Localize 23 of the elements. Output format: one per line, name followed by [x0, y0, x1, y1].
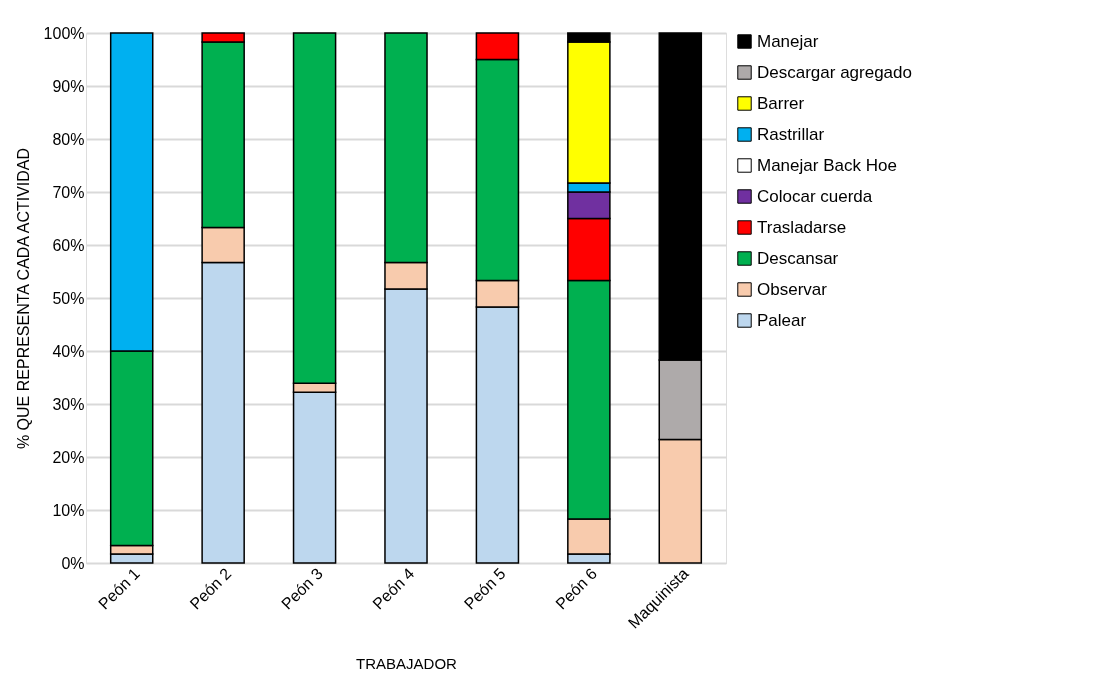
y-tick-label: 100%	[43, 24, 85, 42]
legend-label: Descansar	[757, 248, 839, 268]
y-tick-label: 30%	[52, 395, 85, 413]
y-axis-title: % QUE REPRESENTA CADA ACTIVIDAD	[14, 147, 32, 450]
y-tick-label: 90%	[52, 77, 85, 95]
legend-label: Observar	[757, 279, 828, 299]
legend-label: Manejar	[757, 31, 819, 51]
y-tick-label: 70%	[52, 183, 85, 201]
legend-label: Colocar cuerda	[757, 186, 873, 206]
y-tick-label: 40%	[52, 342, 85, 360]
legend-label: Trasladarse	[757, 217, 847, 237]
y-tick-label: 20%	[52, 448, 85, 466]
y-tick-label: 10%	[52, 501, 85, 519]
legend-label: Palear	[757, 310, 807, 330]
legend-label: Barrer	[757, 93, 805, 113]
legend-label: Rastrillar	[757, 124, 825, 144]
legend-label: Descargar agregado	[757, 62, 912, 82]
y-tick-label: 60%	[52, 236, 85, 254]
x-axis-title: TRABAJADOR	[356, 654, 458, 672]
y-tick-label: 80%	[52, 130, 85, 148]
legend-label: Manejar Back Hoe	[757, 155, 897, 175]
y-tick-label: 0%	[61, 554, 85, 572]
y-tick-label: 50%	[52, 289, 85, 307]
